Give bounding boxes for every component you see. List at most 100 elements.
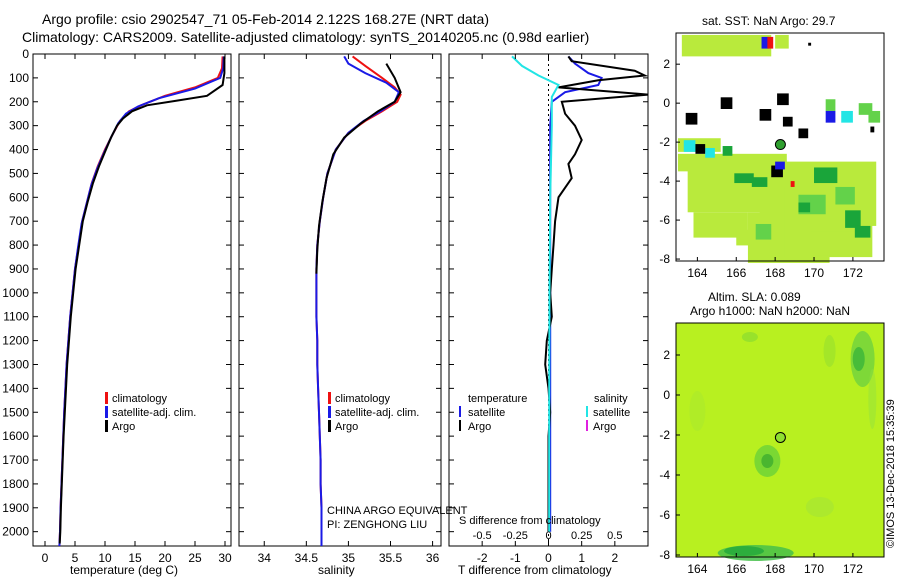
map-lat-label: 2	[663, 57, 670, 71]
sst-cell	[695, 144, 706, 154]
map-lon-label: 166	[726, 266, 746, 280]
sst-cell	[825, 99, 836, 111]
series-line-temperature-argo	[544, 55, 649, 532]
sst-cell	[683, 140, 696, 152]
sla-blob	[868, 369, 877, 429]
x-tick-label: 0	[545, 551, 552, 565]
salinity-frame	[238, 53, 442, 547]
legend-swatch-s-argo	[586, 420, 588, 431]
sla-blob	[689, 391, 706, 431]
map-lon-label: 166	[726, 562, 746, 576]
sst-cell	[720, 97, 733, 109]
legend-swatch-t-argo	[459, 420, 461, 431]
sst-map-title: sat. SST: NaN Argo: 29.7	[702, 14, 836, 28]
depth-tick-label: 200	[9, 95, 29, 109]
legend-swatch-satellite	[328, 406, 331, 418]
s-diff-tick-label: -0.25	[503, 530, 528, 542]
annotation-pi: PI: ZENGHONG LIU	[327, 519, 427, 531]
depth-tick-label: 700	[9, 214, 29, 228]
sla-blob	[852, 347, 865, 371]
imos-watermark: ©IMOS 13-Dec-2018 15:35:39	[885, 399, 897, 548]
sst-cell	[835, 186, 855, 205]
series-line-argo	[315, 63, 402, 274]
legend-climatology: climatology	[335, 393, 391, 405]
legend-s-satellite: satellite	[593, 407, 630, 419]
map-lat-label: -2	[659, 428, 670, 442]
map-lon-label: 164	[687, 562, 707, 576]
sst-cell	[841, 110, 853, 123]
map-lat-label: 2	[663, 348, 670, 362]
map-lon-label: 170	[804, 562, 824, 576]
sst-cell	[771, 165, 783, 178]
depth-tick-label: 1200	[2, 334, 29, 348]
sla-blob	[805, 497, 834, 517]
depth-tick-label: 1500	[2, 405, 29, 419]
temperature-frame	[32, 53, 232, 547]
sst-cell	[858, 103, 873, 115]
sla-blob	[741, 332, 758, 342]
sst-cell	[687, 165, 774, 213]
map-lat-label: -8	[659, 252, 670, 266]
s-diff-tick-label: 0.25	[571, 530, 592, 542]
sst-cell	[854, 225, 871, 238]
map-lon-label: 170	[804, 266, 824, 280]
sla-map-title-line2: Argo h1000: NaN h2000: NaN	[690, 304, 850, 318]
x-tick-label: 20	[158, 551, 172, 565]
map-lat-label: -6	[659, 213, 670, 227]
s-diff-tick-label: 0	[545, 530, 551, 542]
salinity-panel: 34 34.5 35 35.5 36 salinity climatology sate…	[238, 53, 468, 577]
sla-map: Altim. SLA: 0.089 Argo h1000: NaN h2000:…	[659, 290, 885, 576]
depth-tick-label: 500	[9, 166, 29, 180]
sst-cell	[825, 110, 836, 123]
series-line-argo	[58, 56, 226, 544]
map-lon-label: 164	[687, 266, 707, 280]
legend-swatch-argo	[105, 420, 108, 432]
map-lon-label: 172	[843, 266, 863, 280]
x-tick-label: 35.5	[379, 551, 403, 565]
legend-swatch-t-satellite	[459, 406, 461, 417]
sst-cell	[722, 146, 733, 156]
legend-satellite: satellite-adj. clim.	[112, 407, 196, 419]
salinity-xlabel: salinity	[318, 563, 355, 577]
legend-swatch-climatology	[105, 392, 108, 404]
depth-tick-label: 100	[9, 71, 29, 85]
x-tick-label: 15	[128, 551, 142, 565]
x-tick-label: -1	[510, 551, 521, 565]
sst-cell	[810, 231, 857, 256]
depth-tick-label: 1600	[2, 429, 29, 443]
series-line-satellite-adj-clim-	[315, 55, 401, 546]
x-tick-label: 34.5	[295, 551, 319, 565]
series-line-climatology	[58, 56, 224, 547]
depth-tick-label: 800	[9, 238, 29, 252]
argo-position-marker	[774, 139, 786, 151]
sst-cell	[761, 36, 770, 49]
sst-cell	[767, 36, 774, 49]
header-line1: Argo profile: csio 2902547_71 05-Feb-201…	[42, 11, 489, 27]
map-lat-label: -4	[659, 468, 670, 482]
sst-map: sat. SST: NaN Argo: 29.7 164 166 168 170 172…	[659, 14, 885, 280]
x-tick-label: 30	[218, 551, 232, 565]
map-lat-label: -4	[659, 174, 670, 188]
x-tick-label: 34	[258, 551, 272, 565]
sst-cell	[790, 181, 795, 187]
x-tick-label: 36	[426, 551, 440, 565]
sla-blob	[724, 546, 765, 556]
sla-blob	[823, 335, 836, 367]
salinity-legend: climatology satellite-adj. clim. Argo	[328, 392, 419, 433]
depth-tick-label: 1800	[2, 477, 29, 491]
x-tick-label: 5	[72, 551, 79, 565]
difference-legend: temperature satellite Argo salinity sate…	[459, 393, 630, 433]
sst-cell	[734, 173, 754, 184]
sst-cell	[775, 34, 789, 49]
x-tick-label: 1	[578, 551, 585, 565]
sst-cell	[870, 126, 875, 133]
legend-t-satellite: satellite	[468, 407, 505, 419]
sst-cell	[814, 167, 838, 184]
series-line-climatology	[315, 55, 402, 546]
depth-tick-label: 1100	[3, 310, 29, 324]
temperature-xlabel: temperature (deg C)	[70, 563, 178, 577]
legend-swatch-climatology	[328, 392, 331, 404]
legend-swatch-satellite	[105, 406, 108, 418]
s-diff-tick-label: -0.5	[473, 530, 492, 542]
legend-argo: Argo	[335, 421, 358, 433]
